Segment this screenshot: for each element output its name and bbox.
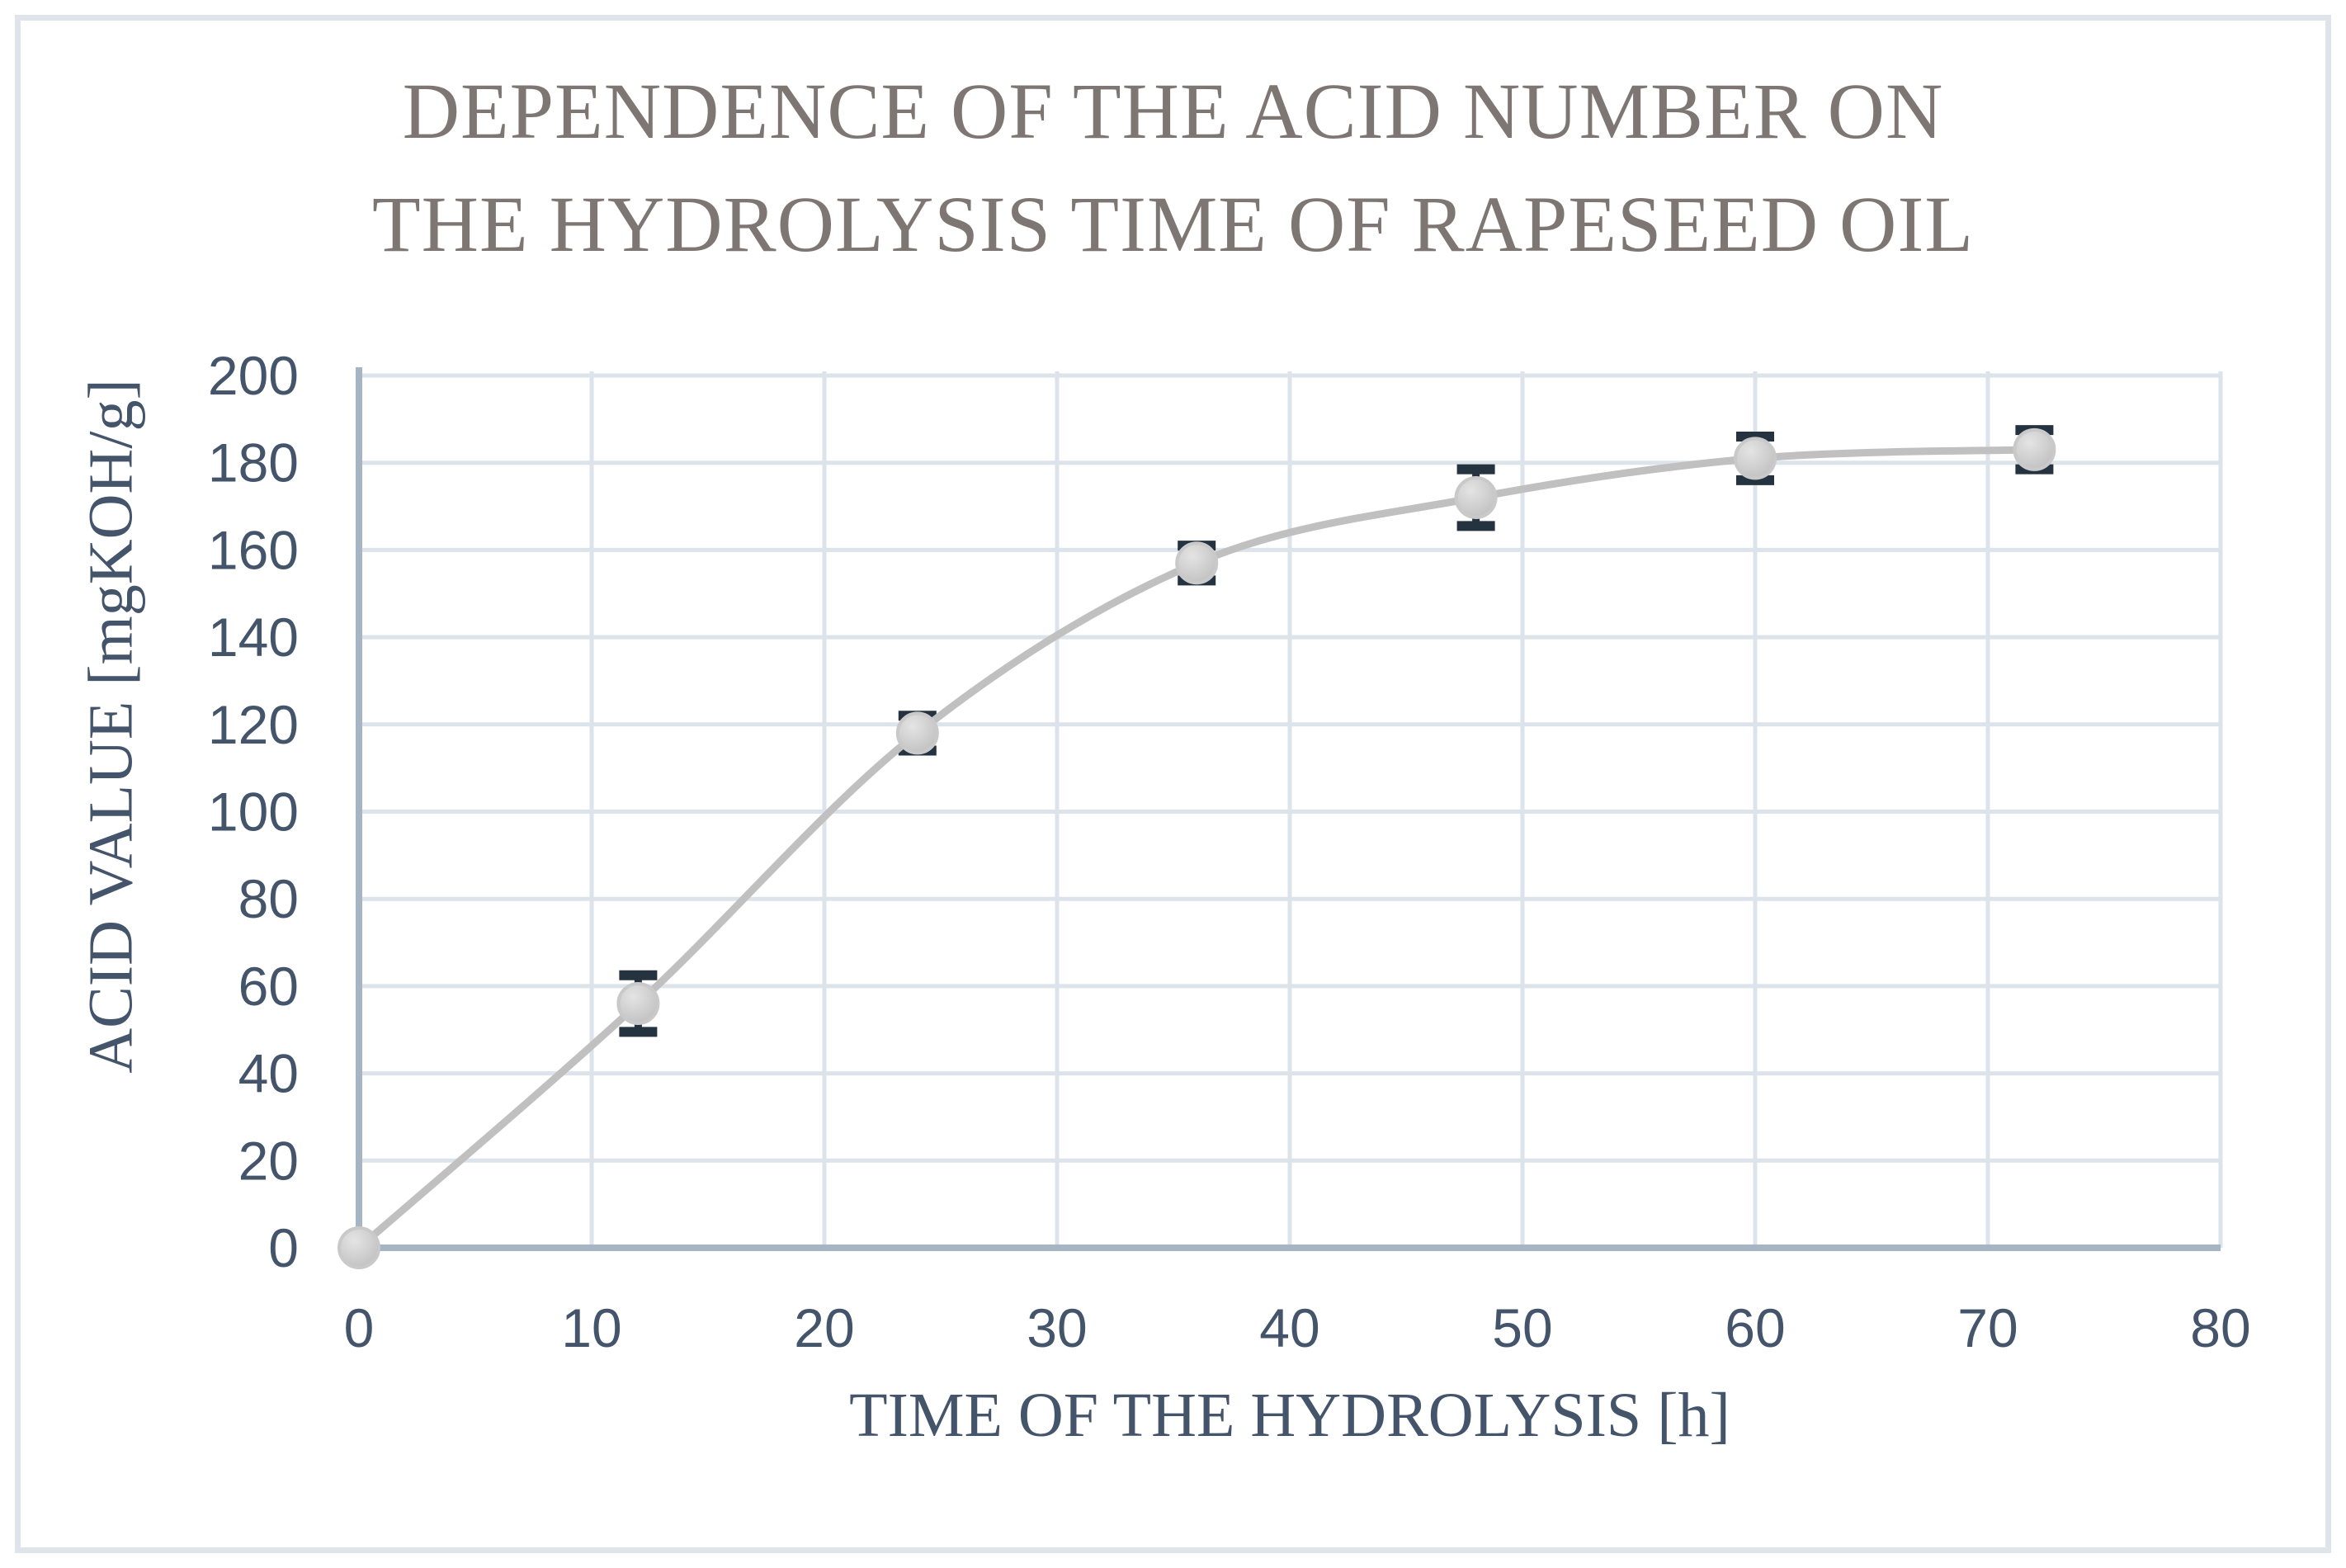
y-tick-label: 200 xyxy=(208,345,299,406)
x-tick-label: 40 xyxy=(1259,1297,1319,1358)
data-point-marker xyxy=(1734,437,1777,480)
y-tick-label: 20 xyxy=(238,1130,299,1191)
data-point-marker xyxy=(1175,541,1219,585)
x-axis-title: TIME OF THE HYDROLYSIS [h] xyxy=(849,1381,1730,1450)
data-point-marker xyxy=(616,982,660,1026)
chart-frame-border xyxy=(15,15,2331,1553)
x-tick-label: 30 xyxy=(1027,1297,1087,1358)
y-tick-label: 120 xyxy=(208,694,299,755)
y-axis-title: ACID VALUE [mgKOH/g] xyxy=(76,379,146,1074)
y-tick-label: 180 xyxy=(208,432,299,494)
gridlines xyxy=(359,371,2223,1248)
tick-labels: 0 20 40 60 80 100 120 140 160 180 200 0 10 20 30 40 50 60… xyxy=(208,345,2251,1358)
chart-title-line-1: DEPENDENCE OF THE ACID NUMBER ON xyxy=(402,67,1944,155)
x-tick-label: 0 xyxy=(344,1297,375,1358)
x-tick-label: 10 xyxy=(561,1297,621,1358)
y-tick-label: 80 xyxy=(238,868,299,929)
chart-title: DEPENDENCE OF THE ACID NUMBER ON THE HYD… xyxy=(0,54,2346,281)
x-tick-label: 60 xyxy=(1725,1297,1785,1358)
y-tick-label: 100 xyxy=(208,782,299,843)
x-tick-label: 70 xyxy=(1957,1297,2018,1358)
x-tick-label: 80 xyxy=(2190,1297,2250,1358)
y-tick-label: 160 xyxy=(208,519,299,580)
data-point-marker xyxy=(1454,475,1498,519)
data-point-marker xyxy=(895,711,939,755)
y-tick-label: 60 xyxy=(238,956,299,1017)
axis-lines xyxy=(356,367,2221,1251)
y-tick-label: 40 xyxy=(238,1043,299,1104)
y-tick-label: 140 xyxy=(208,607,299,668)
x-tick-label: 50 xyxy=(1492,1297,1552,1358)
chart-title-line-2: THE HYDROLYSIS TIME OF RAPESEED OIL xyxy=(372,180,1974,268)
data-point-markers xyxy=(338,427,2056,1269)
y-tick-label: 0 xyxy=(268,1217,299,1278)
data-point-marker xyxy=(338,1226,380,1269)
data-point-marker xyxy=(2013,427,2056,471)
x-tick-label: 20 xyxy=(794,1297,854,1358)
